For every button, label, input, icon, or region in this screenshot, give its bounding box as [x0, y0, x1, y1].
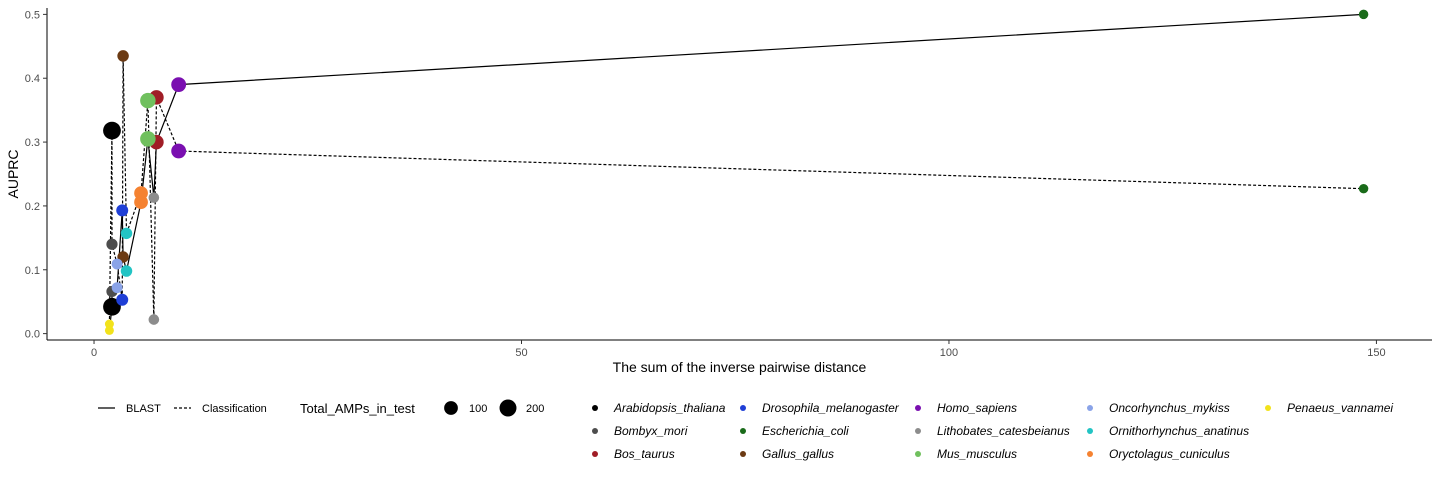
species-key-bombyx-mori: [592, 428, 598, 434]
blast-point-oncorhynchus-mykiss: [111, 282, 123, 294]
classification-point-homo-sapiens: [171, 143, 187, 159]
legend: Total_AMPs_in_test BLAST Classification 10…: [98, 399, 1393, 461]
x-tick-label: 100: [940, 347, 958, 359]
y-axis-title: AUPRC: [5, 149, 21, 198]
size-legend-title: Total_AMPs_in_test: [300, 401, 415, 416]
species-label-ornithorhynchus-anatinus: Ornithorhynchus_anatinus: [1109, 424, 1249, 438]
blast-point-penaeus-vannamei: [104, 325, 114, 335]
classification-series-line: [108, 55, 1364, 325]
species-key-homo-sapiens: [915, 405, 921, 411]
size-key-200: [499, 399, 517, 417]
blast-point-drosophila-melanogaster: [116, 204, 129, 217]
species-key-escherichia-coli: [740, 428, 746, 434]
classification-point-mus-musculus: [140, 92, 156, 109]
x-tick-label: 50: [515, 347, 527, 359]
blast-point-lithobates-catesbeianus: [148, 192, 160, 203]
size-label-100: 100: [469, 403, 487, 415]
blast-point-mus-musculus: [140, 131, 156, 147]
y-tick-label: 0.0: [25, 329, 40, 341]
size-label-200: 200: [526, 403, 544, 415]
classification-point-lithobates-catesbeianus: [148, 314, 160, 325]
species-label-oncorhynchus-mykiss: Oncorhynchus_mykiss: [1109, 401, 1230, 415]
classification-point-drosophila-melanogaster: [116, 293, 129, 306]
classification-point-penaeus-vannamei: [104, 319, 114, 329]
species-label-mus-musculus: Mus_musculus: [937, 447, 1017, 461]
blast-point-ornithorhynchus-anatinus: [120, 265, 133, 277]
x-axis-title: The sum of the inverse pairwise distance: [613, 359, 867, 375]
blast-point-escherichia-coli: [1358, 9, 1369, 20]
species-label-homo-sapiens: Homo_sapiens: [937, 401, 1017, 415]
species-label-oryctolagus-cuniculus: Oryctolagus_cuniculus: [1109, 447, 1230, 461]
classification-point-oncorhynchus-mykiss: [111, 258, 123, 270]
species-key-mus-musculus: [915, 451, 921, 457]
species-label-lithobates-catesbeianus: Lithobates_catesbeianus: [937, 424, 1070, 438]
y-tick-label: 0.2: [25, 201, 40, 213]
species-key-oryctolagus-cuniculus: [1087, 451, 1093, 457]
species-key-lithobates-catesbeianus: [915, 428, 921, 434]
plot-area: [103, 9, 1369, 335]
y-tick-label: 0.3: [25, 137, 40, 149]
species-label-bombyx-mori: Bombyx_mori: [614, 424, 688, 438]
classification-point-arabidopsis-thaliana: [103, 121, 121, 140]
species-key-oncorhynchus-mykiss: [1087, 405, 1093, 411]
species-label-penaeus-vannamei: Penaeus_vannamei: [1287, 401, 1393, 415]
y-tick-label: 0.4: [25, 73, 40, 85]
species-key-gallus-gallus: [740, 451, 746, 457]
linetype-label-blast: BLAST: [126, 403, 161, 415]
axes: The sum of the inverse pairwise distance…: [5, 8, 1432, 375]
blast-series-line: [108, 13, 1364, 331]
size-key-100: [444, 401, 458, 415]
y-tick-label: 0.1: [25, 265, 40, 277]
classification-point-oryctolagus-cuniculus: [134, 186, 148, 201]
species-label-drosophila-melanogaster: Drosophila_melanogaster: [762, 401, 900, 415]
x-tick-label: 0: [91, 347, 97, 359]
species-label-escherichia-coli: Escherichia_coli: [762, 424, 849, 438]
x-tick-label: 150: [1367, 347, 1385, 359]
species-label-bos-taurus: Bos_taurus: [614, 447, 675, 461]
species-key-penaeus-vannamei: [1265, 405, 1271, 411]
species-label-arabidopsis-thaliana: Arabidopsis_thaliana: [613, 401, 726, 415]
species-key-arabidopsis-thaliana: [592, 405, 598, 411]
y-tick-label: 0.5: [25, 9, 40, 21]
species-key-drosophila-melanogaster: [740, 405, 746, 411]
species-key-bos-taurus: [592, 451, 598, 457]
classification-point-bombyx-mori: [106, 238, 118, 250]
linetype-label-classification: Classification: [202, 403, 267, 415]
blast-point-homo-sapiens: [171, 77, 187, 93]
classification-point-escherichia-coli: [1358, 183, 1369, 194]
classification-point-gallus-gallus: [117, 50, 129, 62]
classification-point-ornithorhynchus-anatinus: [120, 227, 133, 240]
blast-point-arabidopsis-thaliana: [103, 297, 121, 316]
species-label-gallus-gallus: Gallus_gallus: [762, 447, 834, 461]
species-key-ornithorhynchus-anatinus: [1087, 428, 1093, 434]
